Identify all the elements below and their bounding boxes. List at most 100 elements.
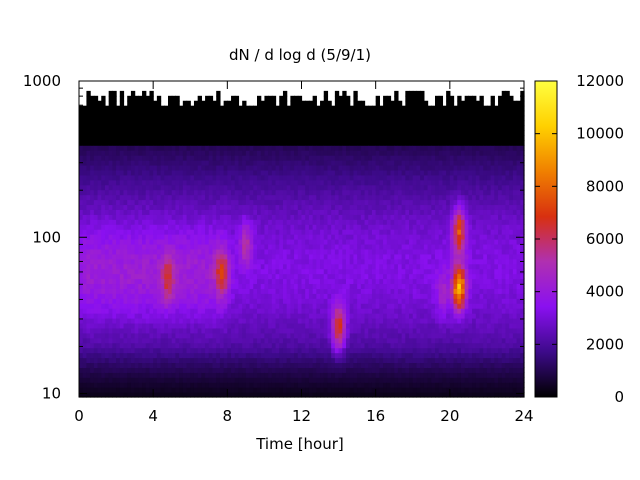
- heatmap-cell: [257, 268, 262, 275]
- heatmap-cell: [160, 164, 165, 171]
- heatmap-cell: [179, 387, 184, 393]
- heatmap-cell: [375, 377, 380, 383]
- heatmap-cell: [375, 362, 380, 368]
- heatmap-cell: [205, 229, 210, 235]
- heatmap-cell: [216, 288, 221, 294]
- heatmap-cell: [301, 115, 306, 122]
- heatmap-cell: [323, 263, 329, 270]
- heatmap-cell: [190, 318, 195, 324]
- heatmap-cell: [142, 352, 147, 359]
- heatmap-cell: [346, 209, 351, 215]
- heatmap-cell: [379, 214, 384, 220]
- heatmap-cell: [353, 387, 358, 393]
- heatmap-cell: [379, 140, 384, 146]
- heatmap-cell: [130, 179, 136, 186]
- heatmap-cell: [253, 273, 258, 280]
- heatmap-cell: [364, 253, 369, 260]
- heatmap-cell: [320, 243, 325, 250]
- heatmap-cell: [101, 224, 106, 230]
- heatmap-cell: [179, 278, 184, 285]
- heatmap-cell: [316, 322, 321, 329]
- heatmap-cell: [112, 322, 117, 329]
- heatmap-cell: [360, 268, 366, 275]
- heatmap-cell: [308, 313, 314, 319]
- heatmap-cell: [334, 224, 340, 230]
- heatmap-cell: [179, 179, 184, 186]
- heatmap-cell: [268, 214, 273, 220]
- heatmap-cell: [179, 184, 184, 191]
- heatmap-cell: [90, 145, 95, 151]
- heatmap-cell: [379, 298, 384, 304]
- heatmap-cell: [182, 214, 188, 220]
- heatmap-cell: [364, 135, 369, 141]
- heatmap-cell: [260, 234, 266, 240]
- heatmap-cell: [123, 234, 128, 240]
- heatmap-cell: [79, 115, 84, 122]
- heatmap-cell: [127, 204, 132, 210]
- heatmap-cell: [342, 110, 347, 117]
- heatmap-cell: [142, 239, 147, 245]
- heatmap-cell: [260, 120, 266, 127]
- heatmap-cell: [179, 125, 184, 131]
- heatmap-cell: [346, 130, 351, 136]
- heatmap-cell: [145, 219, 151, 225]
- heatmap-cell: [190, 174, 195, 181]
- heatmap-cell: [216, 184, 221, 191]
- heatmap-cell: [268, 372, 273, 378]
- heatmap-cell: [234, 367, 240, 373]
- heatmap-cell: [130, 100, 136, 107]
- heatmap-cell: [201, 120, 206, 127]
- heatmap-cell: [379, 164, 384, 171]
- heatmap-cell: [290, 125, 295, 131]
- heatmap-cell: [357, 234, 362, 240]
- heatmap-cell: [334, 372, 340, 378]
- heatmap-cell: [231, 229, 236, 235]
- heatmap-cell: [282, 184, 288, 191]
- heatmap-cell: [223, 110, 228, 117]
- heatmap-cell: [127, 234, 132, 240]
- heatmap-cell: [164, 298, 169, 304]
- heatmap-cell: [308, 308, 314, 314]
- heatmap-cell: [312, 155, 317, 161]
- heatmap-cell: [290, 347, 295, 354]
- heatmap-cell: [130, 288, 136, 294]
- heatmap-cell: [119, 135, 125, 141]
- heatmap-cell: [364, 382, 369, 388]
- heatmap-cell: [171, 174, 177, 181]
- heatmap-cell: [82, 184, 88, 191]
- heatmap-cell: [290, 303, 295, 309]
- heatmap-cell: [93, 155, 99, 161]
- heatmap-cell: [212, 234, 217, 240]
- heatmap-cell: [190, 322, 195, 329]
- heatmap-cell: [223, 318, 228, 324]
- heatmap-cell: [138, 239, 143, 245]
- heatmap-cell: [323, 258, 329, 265]
- heatmap-cell: [90, 189, 95, 196]
- heatmap-cell: [275, 179, 280, 186]
- heatmap-cell: [257, 293, 262, 299]
- heatmap-cell: [156, 298, 162, 304]
- heatmap-cell: [186, 263, 191, 270]
- heatmap-cell: [171, 322, 177, 329]
- heatmap-cell: [368, 318, 373, 324]
- heatmap-cell: [268, 130, 273, 136]
- heatmap-cell: [301, 184, 306, 191]
- heatmap-cell: [179, 243, 184, 250]
- heatmap-cell: [242, 362, 247, 368]
- heatmap-cell: [279, 313, 284, 319]
- heatmap-cell: [82, 135, 88, 141]
- heatmap-cell: [253, 194, 258, 201]
- heatmap-cell: [108, 115, 113, 122]
- heatmap-cell: [168, 219, 173, 225]
- heatmap-cell: [86, 105, 91, 112]
- heatmap-cell: [201, 239, 206, 245]
- heatmap-cell: [286, 342, 291, 349]
- heatmap-cell: [179, 347, 184, 354]
- heatmap-cell: [138, 357, 143, 364]
- heatmap-cell: [205, 155, 210, 161]
- heatmap-cell: [142, 115, 147, 122]
- heatmap-cell: [153, 120, 158, 127]
- heatmap-cell: [175, 367, 180, 373]
- heatmap-cell: [219, 130, 225, 136]
- heatmap-cell: [108, 150, 113, 156]
